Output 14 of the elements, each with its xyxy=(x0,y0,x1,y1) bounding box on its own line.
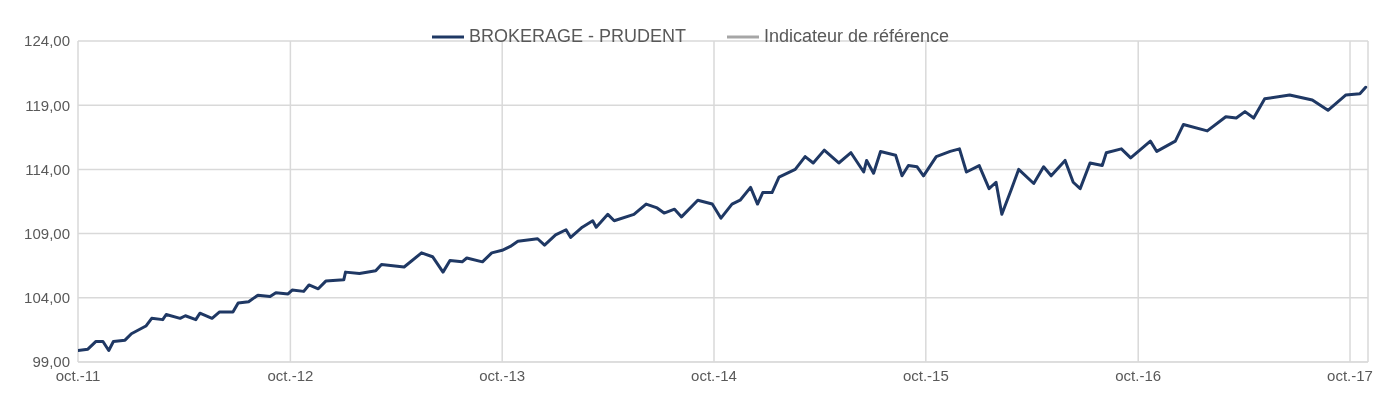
x-tick-label: oct.-13 xyxy=(479,366,526,384)
y-tick-label: 114,00 xyxy=(25,160,70,178)
x-tick-label: oct.-15 xyxy=(902,366,949,384)
y-tick-label: 104,00 xyxy=(24,289,70,307)
y-tick-label: 119,00 xyxy=(25,96,70,114)
x-tick-label: oct.-14 xyxy=(691,366,737,384)
legend-label: Indicateur de référence xyxy=(762,26,950,47)
x-tick-label: oct.-16 xyxy=(1115,366,1162,384)
y-tick-label: 124,00 xyxy=(24,32,70,50)
y-tick-label: 109,00 xyxy=(24,224,70,242)
legend-label: BROKERAGE - PRUDENT xyxy=(467,26,686,47)
x-tick-label: oct.-12 xyxy=(267,366,314,384)
x-tick-label: oct.-17 xyxy=(1327,366,1373,384)
line-series xyxy=(78,85,1368,352)
